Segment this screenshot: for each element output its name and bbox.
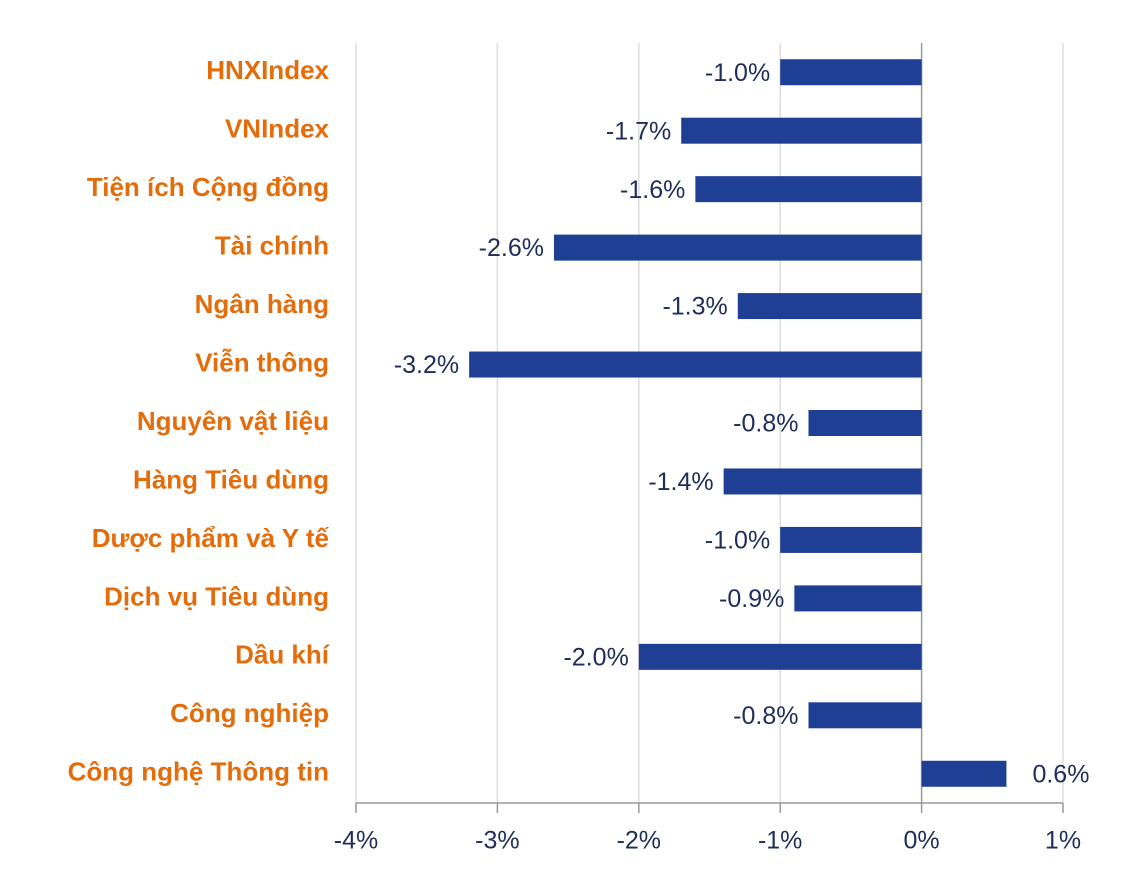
- bar: [553, 234, 922, 261]
- value-label: -1.4%: [648, 468, 713, 496]
- bar: [723, 468, 922, 495]
- category-label: Dầu khí: [235, 640, 330, 670]
- value-label: -1.6%: [620, 176, 685, 204]
- x-tick-label: 1%: [1045, 827, 1081, 855]
- value-label: -0.8%: [733, 410, 798, 438]
- category-label: Nguyên vật liệu: [137, 406, 329, 436]
- x-tick-label: -2%: [617, 827, 661, 855]
- category-label: VNIndex: [225, 114, 330, 144]
- x-tick-label: 0%: [904, 827, 940, 855]
- value-label: -2.6%: [479, 234, 544, 262]
- bar: [780, 59, 922, 86]
- bar: [921, 760, 1007, 787]
- value-label: -2.0%: [563, 643, 628, 671]
- bar: [794, 585, 922, 612]
- category-label: Công nghệ Thông tin: [68, 757, 329, 787]
- category-label: Ngân hàng: [195, 289, 329, 319]
- category-label: Công nghiệp: [170, 698, 329, 728]
- category-label: HNXIndex: [206, 55, 329, 85]
- category-label: Dịch vụ Tiêu dùng: [104, 581, 329, 611]
- bar: [780, 526, 922, 553]
- category-label: Tiện ích Cộng đồng: [87, 172, 329, 202]
- value-label: -1.3%: [662, 293, 727, 321]
- value-label: -1.0%: [705, 59, 770, 87]
- bar: [808, 702, 922, 729]
- bar: [469, 351, 922, 378]
- value-label: -0.9%: [719, 585, 784, 613]
- value-label: 0.6%: [1032, 760, 1089, 788]
- x-tick-label: -4%: [334, 827, 378, 855]
- category-label: Dược phẩm và Y tế: [92, 523, 330, 553]
- bar: [638, 643, 922, 670]
- bar: [808, 410, 922, 436]
- category-label: Viễn thông: [195, 347, 329, 377]
- x-tick-label: -1%: [758, 827, 802, 855]
- bar: [681, 117, 922, 144]
- bar: [695, 176, 922, 203]
- category-label: Tài chính: [215, 230, 329, 260]
- value-label: -3.2%: [394, 351, 459, 379]
- bar: [737, 293, 922, 320]
- value-label: -1.7%: [606, 117, 671, 145]
- x-tick-label: -3%: [475, 827, 519, 855]
- value-label: -0.8%: [733, 702, 798, 730]
- category-label: Hàng Tiêu dùng: [133, 464, 329, 494]
- value-label: -1.0%: [705, 527, 770, 555]
